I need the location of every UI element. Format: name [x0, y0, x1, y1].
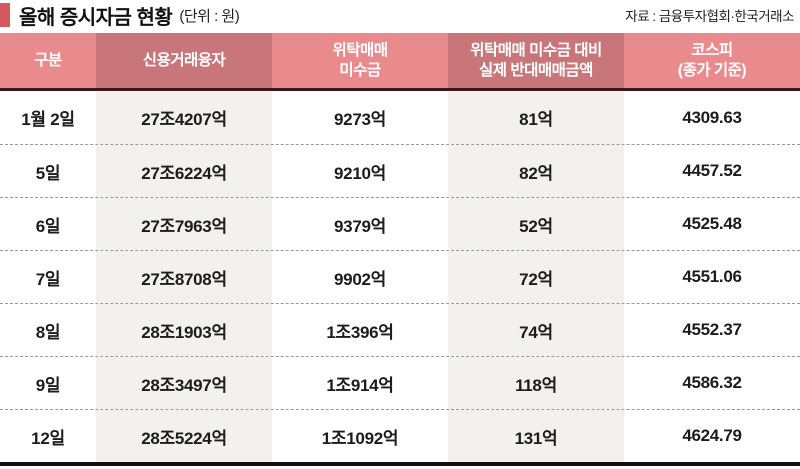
cell-date: 5일: [35, 163, 61, 183]
header-cell-date: 구분: [0, 33, 96, 88]
header-cell-liquidation: 위탁매매 미수금 대비 실제 반대매매금액: [448, 33, 624, 88]
title-bar: 올해 증시자금 현황 (단위 : 원) 자료 : 금융투자협회·한국거래소: [0, 0, 800, 33]
source-label: 자료 : 금융투자협회·한국거래소: [625, 9, 794, 24]
cell-kospi: 4551.06: [682, 267, 742, 286]
table-row: 9일 28조3497억 1조914억 118억 4586.32: [0, 356, 800, 409]
table-row: 12일 28조5224억 1조1092억 131억 4624.79: [0, 409, 800, 462]
table-header: 구분 신용거래융자 위탁매매 미수금 위탁매매 미수금 대비 실제 반대매매금액…: [0, 33, 800, 91]
table-row: 8일 28조1903억 1조396억 74억 4552.37: [0, 303, 800, 356]
cell-kospi: 4457.52: [682, 161, 742, 180]
cell-outstanding: 9210억: [334, 163, 386, 183]
cell-kospi: 4586.32: [682, 373, 742, 392]
cell-liquidation: 118억: [448, 357, 624, 409]
table-row: 1월 2일 27조4207억 9273억 81억 4309.63: [0, 91, 800, 144]
cell-date: 1월 2일: [21, 110, 75, 129]
cell-credit-loan: 28조3497억: [96, 357, 272, 409]
table-row: 5일 27조6224억 9210억 82억 4457.52: [0, 144, 800, 197]
cell-outstanding: 9902억: [334, 269, 386, 289]
cell-liquidation: 72억: [448, 251, 624, 303]
page-title: 올해 증시자금 현황: [19, 6, 173, 29]
cell-date: 6일: [35, 216, 61, 236]
cell-date: 8일: [35, 322, 61, 342]
cell-credit-loan: 27조7963억: [96, 198, 272, 250]
cell-outstanding: 9379억: [334, 216, 386, 236]
data-table: 구분 신용거래융자 위탁매매 미수금 위탁매매 미수금 대비 실제 반대매매금액…: [0, 33, 800, 466]
title-accent-bar: [0, 3, 10, 27]
header-cell-outstanding: 위탁매매 미수금: [272, 33, 448, 88]
cell-kospi: 4552.37: [682, 320, 742, 339]
cell-liquidation: 52억: [448, 198, 624, 250]
cell-date: 9일: [35, 375, 61, 395]
cell-outstanding: 1조914억: [326, 375, 394, 395]
cell-outstanding: 1조1092억: [321, 428, 399, 448]
cell-credit-loan: 27조6224억: [96, 145, 272, 197]
cell-outstanding: 1조396억: [326, 322, 394, 342]
cell-outstanding: 9273억: [334, 110, 386, 129]
header-cell-credit-loan: 신용거래융자: [96, 33, 272, 88]
unit-label: (단위 : 원): [179, 7, 240, 25]
cell-credit-loan: 27조8708억: [96, 251, 272, 303]
cell-kospi: 4525.48: [682, 214, 742, 233]
cell-kospi: 4309.63: [682, 107, 742, 127]
cell-liquidation: 131억: [448, 410, 624, 462]
header-cell-kospi: 코스피 (종가 기준): [624, 33, 800, 88]
cell-kospi: 4624.79: [682, 426, 742, 445]
cell-liquidation: 81억: [448, 91, 624, 144]
table-body: 1월 2일 27조4207억 9273억 81억 4309.63 5일 27조6…: [0, 91, 800, 466]
cell-date: 12일: [31, 428, 65, 448]
cell-liquidation: 74억: [448, 304, 624, 356]
cell-liquidation: 82억: [448, 145, 624, 197]
cell-date: 7일: [35, 269, 61, 289]
table-row: 7일 27조8708억 9902억 72억 4551.06: [0, 250, 800, 303]
cell-credit-loan: 28조5224억: [96, 410, 272, 462]
table-row: 6일 27조7963억 9379억 52억 4525.48: [0, 197, 800, 250]
cell-credit-loan: 27조4207억: [96, 91, 272, 144]
cell-credit-loan: 28조1903억: [96, 304, 272, 356]
